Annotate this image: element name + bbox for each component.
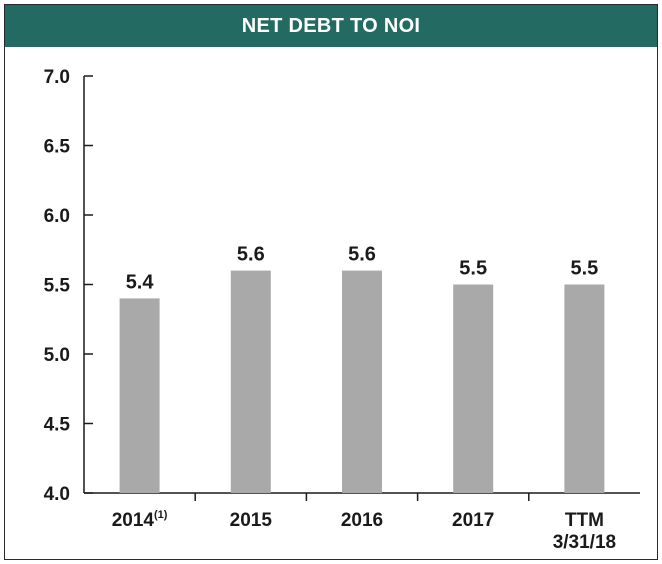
x-tick-label: 2016: [341, 510, 383, 531]
y-tick-label: 4.5: [44, 415, 71, 436]
y-tick-label: 6.5: [44, 137, 71, 158]
y-tick-label: 5.5: [44, 276, 71, 297]
x-tick-label: 3/31/18: [553, 532, 616, 553]
data-label: 5.5: [570, 258, 598, 280]
x-tick-label: 2014(1): [112, 509, 168, 531]
chart-frame: NET DEBT TO NOI: [4, 4, 658, 560]
y-tick-label: 6.0: [44, 206, 70, 227]
bar: [119, 298, 160, 493]
x-tick-label: 2015: [230, 510, 273, 531]
bar: [342, 270, 382, 493]
y-tick-label: 4.0: [44, 484, 70, 505]
data-label: 5.6: [237, 244, 265, 266]
data-label: 5.5: [459, 258, 487, 280]
bar: [564, 284, 605, 493]
x-tick-label: TTM: [565, 510, 604, 531]
y-tick-label: 7.0: [44, 67, 70, 88]
bar: [230, 270, 271, 493]
y-tick-label: 5.0: [44, 345, 70, 366]
data-label: 5.6: [348, 244, 376, 266]
x-tick-label: 2017: [452, 510, 494, 531]
bar: [453, 284, 494, 493]
chart-title: NET DEBT TO NOI: [5, 5, 657, 47]
data-label: 5.4: [126, 271, 155, 293]
